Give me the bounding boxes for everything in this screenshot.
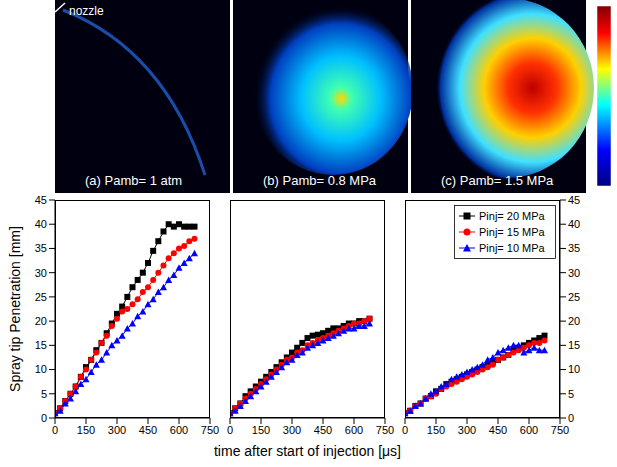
svg-text:10: 10 bbox=[568, 363, 580, 375]
svg-text:Pinj= 15 MPa: Pinj= 15 MPa bbox=[479, 226, 546, 238]
svg-text:20: 20 bbox=[35, 315, 47, 327]
svg-text:(c) Pamb= 1.5 MPa: (c) Pamb= 1.5 MPa bbox=[441, 173, 554, 188]
svg-text:(a) Pamb= 1 atm: (a) Pamb= 1 atm bbox=[85, 173, 182, 188]
svg-text:750: 750 bbox=[551, 424, 569, 436]
svg-text:25: 25 bbox=[35, 291, 47, 303]
svg-text:750: 750 bbox=[376, 424, 394, 436]
svg-text:150: 150 bbox=[77, 424, 95, 436]
svg-text:300: 300 bbox=[283, 424, 301, 436]
svg-text:15: 15 bbox=[568, 339, 580, 351]
svg-text:15: 15 bbox=[35, 339, 47, 351]
svg-text:450: 450 bbox=[139, 424, 157, 436]
svg-text:35: 35 bbox=[568, 242, 580, 254]
svg-text:45: 45 bbox=[35, 194, 47, 206]
svg-text:0: 0 bbox=[402, 424, 408, 436]
svg-text:5: 5 bbox=[568, 388, 574, 400]
svg-text:0: 0 bbox=[52, 424, 58, 436]
svg-text:Pinj= 10 MPa: Pinj= 10 MPa bbox=[479, 242, 546, 254]
svg-text:Pinj= 20 MPa: Pinj= 20 MPa bbox=[479, 210, 546, 222]
svg-text:20: 20 bbox=[568, 315, 580, 327]
svg-text:150: 150 bbox=[252, 424, 270, 436]
svg-text:Spray tip Penetration [mm]: Spray tip Penetration [mm] bbox=[7, 226, 23, 392]
svg-text:300: 300 bbox=[108, 424, 126, 436]
svg-text:0: 0 bbox=[568, 412, 574, 424]
svg-text:25: 25 bbox=[568, 291, 580, 303]
svg-text:40: 40 bbox=[35, 218, 47, 230]
svg-text:600: 600 bbox=[345, 424, 363, 436]
svg-text:5: 5 bbox=[41, 388, 47, 400]
svg-text:300: 300 bbox=[458, 424, 476, 436]
svg-text:150: 150 bbox=[427, 424, 445, 436]
svg-text:30: 30 bbox=[568, 267, 580, 279]
svg-text:600: 600 bbox=[520, 424, 538, 436]
svg-text:10: 10 bbox=[35, 363, 47, 375]
svg-text:45: 45 bbox=[568, 194, 580, 206]
svg-text:30: 30 bbox=[35, 267, 47, 279]
svg-text:450: 450 bbox=[489, 424, 507, 436]
svg-text:(b) Pamb= 0.8 MPa: (b) Pamb= 0.8 MPa bbox=[263, 173, 377, 188]
svg-text:750: 750 bbox=[201, 424, 219, 436]
svg-text:450: 450 bbox=[314, 424, 332, 436]
svg-text:0: 0 bbox=[227, 424, 233, 436]
svg-text:600: 600 bbox=[170, 424, 188, 436]
svg-text:35: 35 bbox=[35, 242, 47, 254]
svg-text:40: 40 bbox=[568, 218, 580, 230]
svg-text:0: 0 bbox=[41, 412, 47, 424]
svg-text:time after start of injection: time after start of injection [μs] bbox=[214, 443, 401, 459]
svg-text:nozzle: nozzle bbox=[69, 4, 104, 18]
